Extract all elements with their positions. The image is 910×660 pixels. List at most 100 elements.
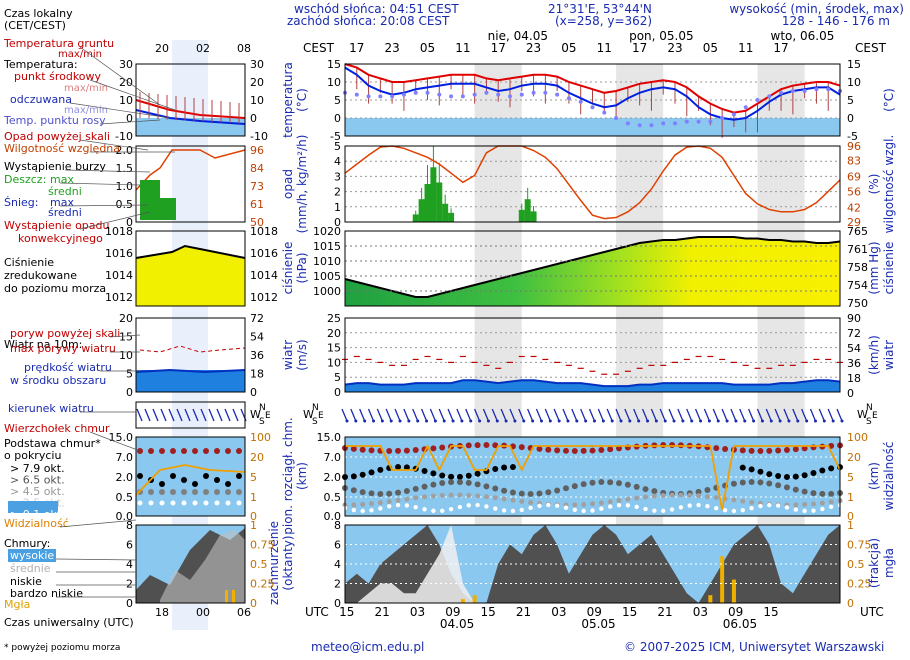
cloud-base-axis-title: pion. rozciągł. chm. — [281, 417, 295, 535]
cloud-base-dot — [696, 493, 702, 499]
fog-axis-title: mgła — [882, 548, 896, 578]
cloud-base-dot — [377, 466, 384, 473]
legend-temp-felt: odczuwana — [10, 93, 72, 106]
dew-point-dot — [779, 90, 784, 95]
legend-cloud-base-2: o pokryciu — [4, 449, 61, 462]
legend-cloud-dot — [148, 489, 154, 495]
legend-felt-range: max/min — [64, 105, 108, 116]
legend-cloud-dot — [170, 473, 176, 479]
cloud-base-dot — [509, 464, 516, 471]
humidity-tick: 29 — [847, 216, 861, 229]
fog-tick: 0 — [847, 597, 854, 610]
sunset-text: zachód słońca: 20:08 CEST — [287, 14, 450, 28]
visibility-line — [345, 443, 841, 511]
legend-wind-arrow — [168, 408, 175, 422]
wind-arrow — [394, 408, 401, 422]
wind-arrow — [420, 408, 428, 422]
sunrise-text: wschód słońca: 04:51 CEST — [294, 2, 459, 16]
wind-arrow-head — [734, 419, 738, 423]
temperature-line — [344, 63, 841, 114]
wind-tick: 5 — [334, 371, 341, 384]
wind-arrow — [341, 408, 348, 422]
cloud-base-dot — [403, 464, 410, 471]
cloud-base-dot — [369, 508, 374, 513]
legend-wind-kmh-tick: 18 — [250, 368, 264, 381]
cloud-base-dot — [784, 505, 790, 510]
cloud-top-dot — [483, 442, 490, 449]
cloud-base-dot — [395, 489, 402, 496]
cloud-base-dot — [519, 498, 525, 504]
dew-point-dot — [543, 90, 548, 95]
legend-humidity-tick: 73 — [250, 180, 264, 193]
panel-frame — [135, 436, 246, 517]
legend-cloud-tick: 2 — [126, 578, 133, 591]
legend-cloud-tick: 7.0 — [116, 451, 134, 464]
visibility-tick: 20 — [847, 451, 861, 464]
cloud-base-dot — [457, 492, 463, 498]
wind-arrow-head — [760, 419, 764, 423]
wind-arrow-head — [699, 419, 703, 423]
cloud-base-tick: 15.0 — [317, 431, 342, 444]
wind-arrow — [827, 408, 834, 422]
legend-wind-tick: 10 — [119, 349, 133, 362]
legend-fog-bar — [225, 590, 228, 603]
cloud-base-dot — [528, 505, 533, 511]
dew-point-dot — [684, 119, 689, 124]
cloud-base-dot — [819, 467, 826, 474]
copyright: © 2007-2025 ICM, Uniwersytet Warszawski — [624, 640, 885, 654]
dew-point-dot — [720, 116, 725, 120]
cloud-base-dot — [501, 487, 508, 494]
fog-tick: 0.25 — [847, 578, 872, 591]
top-hour-tick: 11 — [597, 41, 612, 55]
wind-arrow-head — [363, 419, 367, 423]
wind-arrow-head — [584, 419, 588, 423]
bottom-hour-tick: 15 — [339, 605, 354, 619]
dew-point-dot — [531, 90, 536, 95]
legend-wind-tick: 0 — [126, 386, 133, 399]
legend-pressure-tick: 1012 — [105, 291, 133, 304]
wind-arrow — [527, 408, 534, 422]
legend-wind-arrow — [232, 408, 239, 422]
top-hour-tick: 05 — [420, 41, 435, 55]
top-hour-tick: 05 — [703, 41, 718, 55]
wind-arrow — [403, 408, 410, 422]
dew-point-dot — [378, 94, 383, 99]
bottom-hour-tick: 21 — [374, 605, 389, 619]
cloud-base-dot — [492, 465, 499, 472]
cloud-base-dot — [810, 490, 817, 497]
night-band — [757, 64, 805, 603]
cloud-base-dot — [687, 503, 692, 508]
panel-frame — [135, 145, 246, 223]
precip-tick: 0 — [334, 216, 341, 229]
cloud-base-dot — [359, 489, 366, 496]
cloud-base-dot — [678, 505, 684, 510]
legend-temp-title: Temperatura: — [3, 58, 78, 71]
legend-wind-kmh-tick: 72 — [250, 312, 264, 325]
wind-arrow-head — [469, 419, 473, 423]
cloud-base-tick: 0.5 — [324, 491, 342, 504]
compass-e: E — [318, 411, 324, 421]
legend-pressure-tick: 1014 — [105, 269, 133, 282]
altitude-title: wysokość (min, środek, max) — [729, 2, 904, 16]
wind-arrow-head — [478, 419, 482, 423]
legend-wind-area — [136, 370, 245, 392]
legend-cloud-tick: 4 — [126, 558, 133, 571]
legend-gust-over: poryw powyżej skali — [10, 327, 120, 340]
cloud-top-dot — [350, 445, 357, 452]
legend-fog-bar-2 — [232, 590, 235, 603]
legend-conv-2: konwekcyjnego — [18, 232, 103, 245]
cloud-base-dot — [581, 508, 586, 514]
legend-wind-arrow — [176, 408, 183, 422]
cloud-base-dot — [572, 507, 578, 513]
humidity-tick: 42 — [847, 201, 861, 214]
cloud-base-dot — [749, 505, 754, 511]
legend-wind-arrow — [192, 408, 199, 422]
contact-email[interactable]: meteo@icm.edu.pl — [311, 640, 425, 654]
footnote: * powyżej poziomu morza — [4, 643, 121, 653]
legend-local-zone: (CET/CEST) — [4, 19, 66, 32]
legend-connector — [79, 139, 149, 151]
cloud-axis-title: zachmurzenie — [267, 521, 281, 605]
legend-cloud-dot — [170, 500, 176, 506]
top-hour-tick: 17 — [632, 41, 647, 55]
cloud-base-dot — [465, 472, 472, 479]
